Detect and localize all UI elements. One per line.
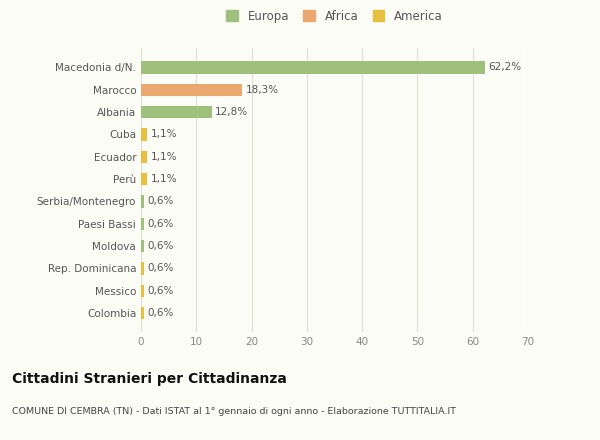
Text: 1,1%: 1,1%: [151, 129, 177, 139]
Bar: [141, 195, 145, 208]
Text: 18,3%: 18,3%: [245, 85, 278, 95]
Text: 62,2%: 62,2%: [488, 62, 521, 73]
Text: 1,1%: 1,1%: [151, 174, 177, 184]
Bar: [141, 84, 242, 96]
Text: 0,6%: 0,6%: [148, 286, 174, 296]
Text: Cittadini Stranieri per Cittadinanza: Cittadini Stranieri per Cittadinanza: [12, 372, 287, 386]
Bar: [141, 106, 212, 118]
Text: COMUNE DI CEMBRA (TN) - Dati ISTAT al 1° gennaio di ogni anno - Elaborazione TUT: COMUNE DI CEMBRA (TN) - Dati ISTAT al 1°…: [12, 407, 456, 416]
Legend: Europa, Africa, America: Europa, Africa, America: [223, 6, 446, 26]
Bar: [141, 285, 145, 297]
Text: 12,8%: 12,8%: [215, 107, 248, 117]
Text: 0,6%: 0,6%: [148, 241, 174, 251]
Bar: [141, 61, 485, 73]
Bar: [141, 150, 147, 163]
Text: 0,6%: 0,6%: [148, 308, 174, 318]
Text: 0,6%: 0,6%: [148, 264, 174, 274]
Text: 1,1%: 1,1%: [151, 152, 177, 162]
Text: 0,6%: 0,6%: [148, 219, 174, 229]
Bar: [141, 173, 147, 185]
Bar: [141, 240, 145, 252]
Text: 0,6%: 0,6%: [148, 197, 174, 206]
Bar: [141, 307, 145, 319]
Bar: [141, 218, 145, 230]
Bar: [141, 128, 147, 141]
Bar: [141, 262, 145, 275]
